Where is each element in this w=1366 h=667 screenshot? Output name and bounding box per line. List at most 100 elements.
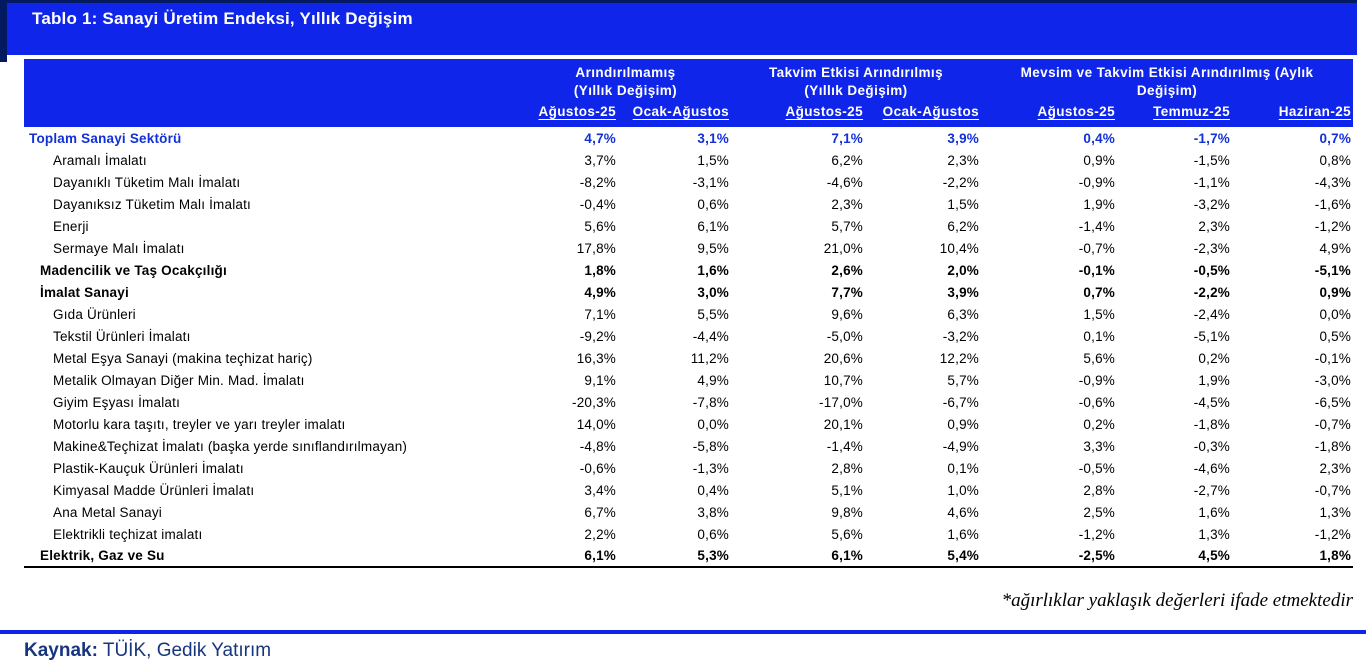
value-cell: 0,0% — [1319, 306, 1352, 322]
value-cell: -2,5% — [981, 545, 1117, 568]
value-cell: 6,3% — [947, 306, 979, 322]
value-cell: 0,2% — [1083, 416, 1115, 432]
row-label: Metal Eşya Sanayi (makina teçhizat hariç… — [53, 350, 313, 366]
row-label: Gıda Ürünleri — [53, 306, 136, 322]
row-label: Plastik-Kauçuk Ürünleri İmalatı — [53, 460, 244, 476]
value-cell: 0,6% — [697, 526, 729, 542]
value-cell: 5,4% — [865, 545, 981, 568]
table-row: Tekstil Ürünleri İmalatı -9,2% -4,4% -5,0% -… — [24, 325, 1353, 347]
group-header-calendar-adjusted: Takvim Etkisi Arındırılmış (Yıllık Değiş… — [731, 59, 981, 101]
value-cell: -8,2% — [579, 174, 616, 190]
column-subheader-row: Ağustos-25 Ocak-Ağustos Ağustos-25 Ocak-… — [24, 101, 1354, 127]
value-cell: 4,5% — [1117, 545, 1232, 568]
value-cell: -3,1% — [692, 174, 729, 190]
value-cell: 0,9% — [1319, 284, 1352, 300]
value-cell: 3,8% — [697, 504, 729, 520]
table-row: Metalik Olmayan Diğer Min. Mad. İmalatı 9… — [24, 369, 1353, 391]
value-cell: 6,2% — [831, 152, 863, 168]
value-cell: 5,5% — [697, 306, 729, 322]
value-cell: 1,9% — [1198, 372, 1230, 388]
value-cell: 2,3% — [1319, 460, 1352, 476]
table-row: Makine&Teçhizat İmalatı (başka yerde sın… — [24, 435, 1353, 457]
value-cell: 7,7% — [831, 284, 863, 300]
value-cell: -0,1% — [1314, 350, 1352, 366]
group-title-line: Mevsim ve Takvim Etkisi Arındırılmış (Ay… — [1020, 65, 1314, 80]
source-label: Kaynak: — [24, 640, 98, 661]
value-cell: -4,3% — [1314, 174, 1352, 190]
value-cell: 3,7% — [584, 152, 616, 168]
label-column-subheader — [24, 101, 520, 127]
source-text: TÜİK, Gedik Yatırım — [97, 640, 272, 661]
table-row: Sermaye Malı İmalatı 17,8% 9,5% 21,0% 10,4% -… — [24, 237, 1353, 259]
value-cell: -2,2% — [1193, 284, 1230, 300]
value-cell: -3,2% — [942, 328, 979, 344]
value-cell: 3,1% — [697, 130, 729, 146]
value-cell: -0,9% — [1078, 174, 1115, 190]
value-cell: 4,6% — [947, 504, 979, 520]
table-header: Arındırılmamış (Yıllık Değişim) Takvim E… — [24, 59, 1354, 127]
value-cell: -0,5% — [1193, 262, 1230, 278]
value-cell: 5,6% — [831, 526, 863, 542]
row-label: Sermaye Malı İmalatı — [53, 240, 185, 256]
row-label: Metalik Olmayan Diğer Min. Mad. İmalatı — [53, 372, 305, 388]
value-cell: 10,4% — [939, 240, 979, 256]
value-cell: -9,2% — [579, 328, 616, 344]
value-cell: 5,1% — [831, 482, 863, 498]
value-cell: -6,5% — [1314, 394, 1352, 410]
value-cell: -0,4% — [579, 196, 616, 212]
source-line: Kaynak: TÜİK, Gedik Yatırım — [24, 640, 271, 662]
value-cell: 6,1% — [520, 545, 618, 568]
row-label: Ana Metal Sanayi — [53, 504, 163, 520]
row-label: Madencilik ve Taş Ocakçılığı — [40, 262, 227, 278]
footnote: *ağırlıklar yaklaşık değerleri ifade etm… — [1001, 590, 1353, 611]
value-cell: 2,3% — [947, 152, 979, 168]
value-cell: -0,1% — [1078, 262, 1115, 278]
row-label: Enerji — [53, 218, 89, 234]
value-cell: -0,7% — [1314, 416, 1352, 432]
value-cell: 16,3% — [576, 350, 616, 366]
group-title-line: (Yıllık Değişim) — [573, 83, 678, 98]
value-cell: 6,1% — [731, 545, 865, 568]
value-cell: 1,5% — [697, 152, 729, 168]
value-cell: 9,6% — [831, 306, 863, 322]
value-cell: 0,7% — [1083, 284, 1115, 300]
value-cell: -4,8% — [579, 438, 616, 454]
value-cell: -17,0% — [819, 394, 863, 410]
row-label: Giyim Eşyası İmalatı — [53, 394, 181, 410]
group-title-line: Arındırılmamış — [575, 65, 676, 80]
value-cell: 2,5% — [1083, 504, 1115, 520]
value-cell: 0,9% — [1083, 152, 1115, 168]
row-label: Kimyasal Madde Ürünleri İmalatı — [53, 482, 255, 498]
table-row: İmalat Sanayi 4,9% 3,0% 7,7% 3,9% 0,7% -2,2% 0,… — [24, 281, 1353, 303]
value-cell: 7,1% — [584, 306, 616, 322]
row-label: Aramalı İmalatı — [53, 152, 147, 168]
value-cell: -3,2% — [1193, 196, 1230, 212]
value-cell: 4,9% — [584, 284, 616, 300]
value-cell: -5,8% — [692, 438, 729, 454]
value-cell: 0,1% — [1083, 328, 1115, 344]
table-title: Tablo 1: Sanayi Üretim Endeksi, Yıllık D… — [32, 9, 413, 28]
value-cell: -1,3% — [692, 460, 729, 476]
value-cell: 3,4% — [584, 482, 616, 498]
bottom-divider — [0, 630, 1366, 634]
table-row: Gıda Ürünleri 7,1% 5,5% 9,6% 6,3% 1,5% -2,4% 0,… — [24, 303, 1353, 325]
value-cell: 5,6% — [1083, 350, 1115, 366]
value-cell: -4,6% — [826, 174, 863, 190]
value-cell: -7,8% — [692, 394, 729, 410]
value-cell: 12,2% — [939, 350, 979, 366]
row-label: İmalat Sanayi — [40, 284, 129, 300]
value-cell: -5,0% — [826, 328, 863, 344]
value-cell: -0,5% — [1078, 460, 1115, 476]
value-cell: -1,4% — [1078, 218, 1115, 234]
value-cell: -2,4% — [1193, 306, 1230, 322]
industrial-production-table: Arındırılmamış (Yıllık Değişim) Takvim E… — [24, 59, 1354, 568]
value-cell: 9,1% — [584, 372, 616, 388]
value-cell: 0,0% — [697, 416, 729, 432]
column-header: Ağustos-25 — [731, 101, 865, 127]
value-cell: -2,2% — [942, 174, 979, 190]
value-cell: 4,7% — [584, 130, 616, 146]
table-row: Metal Eşya Sanayi (makina teçhizat hariç… — [24, 347, 1353, 369]
value-cell: 14,0% — [576, 416, 616, 432]
value-cell: 10,7% — [823, 372, 863, 388]
group-header-seasonal-calendar-adjusted: Mevsim ve Takvim Etkisi Arındırılmış (Ay… — [981, 59, 1354, 101]
